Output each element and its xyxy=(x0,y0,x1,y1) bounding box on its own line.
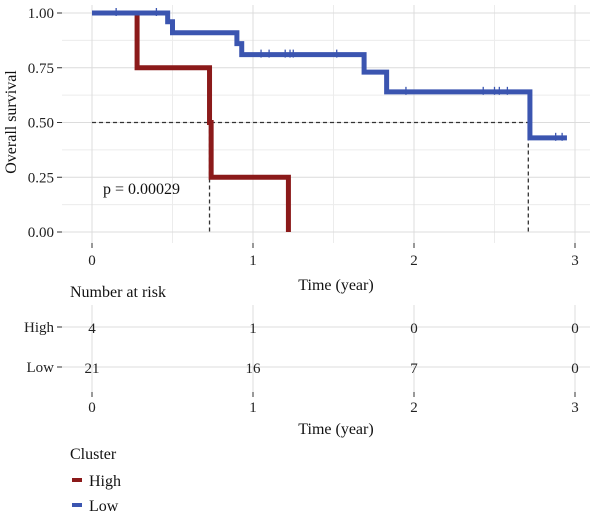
risk-cell: 4 xyxy=(88,321,96,337)
risk-x-tick-label: 2 xyxy=(410,400,418,416)
legend-swatch-high xyxy=(72,478,82,482)
km-y-tick-label: 0.25 xyxy=(28,170,54,186)
legend-title: Cluster xyxy=(70,446,117,463)
km-y-tick-label: 0.50 xyxy=(28,116,54,132)
risk-cell: 0 xyxy=(571,361,579,377)
risk-cell: 0 xyxy=(410,321,418,337)
risk-x-tick-label: 0 xyxy=(88,400,96,416)
legend-label-low: Low xyxy=(89,498,119,515)
risk-cell: 0 xyxy=(571,321,579,337)
km-x-tick-label: 1 xyxy=(249,253,257,269)
km-gridlines xyxy=(62,5,590,243)
km-y-tick-label: 0.00 xyxy=(28,225,54,241)
km-x-tick-label: 3 xyxy=(571,253,579,269)
legend-swatch-low xyxy=(72,503,82,507)
km-x-tick-labels: 0 1 2 3 xyxy=(88,243,579,269)
risk-x-tick-label: 3 xyxy=(571,400,579,416)
km-x-tick-label: 2 xyxy=(410,253,418,269)
legend-label-high: High xyxy=(89,473,121,490)
survival-curve-low xyxy=(92,10,567,141)
risk-x-tick-label: 1 xyxy=(249,400,257,416)
legend: High Low xyxy=(72,473,121,515)
risk-row-label: Low xyxy=(27,360,55,376)
risk-cell: 21 xyxy=(85,361,100,377)
risk-x-tick-labels: 0 1 2 3 xyxy=(88,392,579,416)
p-value-annotation: p = 0.00029 xyxy=(103,181,180,198)
risk-table-title: Number at risk xyxy=(70,284,166,301)
censor-marks xyxy=(115,8,563,141)
risk-table-cells: High 4 1 0 0 Low 21 16 7 0 xyxy=(24,320,579,377)
km-y-tick-labels: 0.00 0.25 0.50 0.75 1.00 xyxy=(28,6,62,241)
km-y-tick-label: 1.00 xyxy=(28,6,54,22)
km-x-tick-label: 0 xyxy=(88,253,96,269)
risk-cell: 7 xyxy=(410,361,418,377)
km-y-tick-label: 0.75 xyxy=(28,61,54,77)
km-x-axis-label: Time (year) xyxy=(298,277,373,294)
median-reference-lines xyxy=(92,121,529,232)
risk-row-label: High xyxy=(24,320,55,336)
risk-x-axis-label: Time (year) xyxy=(298,421,373,438)
risk-cell: 16 xyxy=(246,361,262,377)
risk-cell: 1 xyxy=(249,321,257,337)
survival-curves xyxy=(92,10,567,232)
risk-table-gridlines xyxy=(62,305,590,392)
km-y-axis-label: Overall survival xyxy=(3,70,20,174)
survival-curve-high xyxy=(92,10,291,232)
